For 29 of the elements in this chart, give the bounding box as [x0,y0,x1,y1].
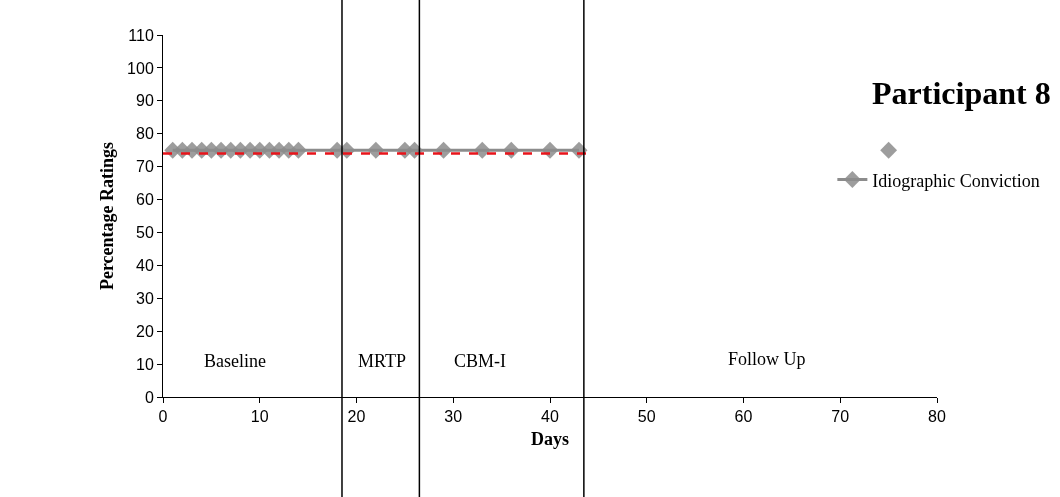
annotation: CBM-I [454,351,507,371]
x-tick-label: 20 [347,408,366,426]
y-tick-label: 40 [136,256,154,274]
x-tick-label: 50 [637,408,656,426]
annotation: MRTP [358,351,406,371]
x-tick-label: 80 [928,408,946,426]
x-tick-label: 10 [250,408,269,426]
y-tick-label: 30 [136,289,154,307]
x-tick-label: 40 [541,408,559,426]
text: Participant 8 [872,75,1051,111]
x-tick-label: 70 [831,408,850,426]
x-tick-label: 60 [734,408,753,426]
x-tick-label: 0 [158,408,168,426]
y-axis-title: Percentage Ratings [97,141,118,291]
x-axis-title: Days [530,429,570,450]
y-tick-label: 60 [136,191,154,209]
y-tick-label: 10 [136,355,154,373]
x-tick-label: 30 [444,408,463,426]
legend-label: Idiographic Conviction [872,170,1040,191]
y-tick-label: 20 [136,322,154,340]
y-tick-label: 100 [127,59,154,77]
y-tick-label: 70 [136,158,154,176]
annotation: Follow Up [728,349,806,369]
y-tick-label: 0 [144,388,154,406]
y-tick-label: 110 [128,26,154,44]
y-tick-label: 90 [136,92,154,110]
annotation: Baseline [204,351,266,371]
y-tick-label: 80 [136,125,154,143]
y-tick-label: 50 [136,224,154,242]
